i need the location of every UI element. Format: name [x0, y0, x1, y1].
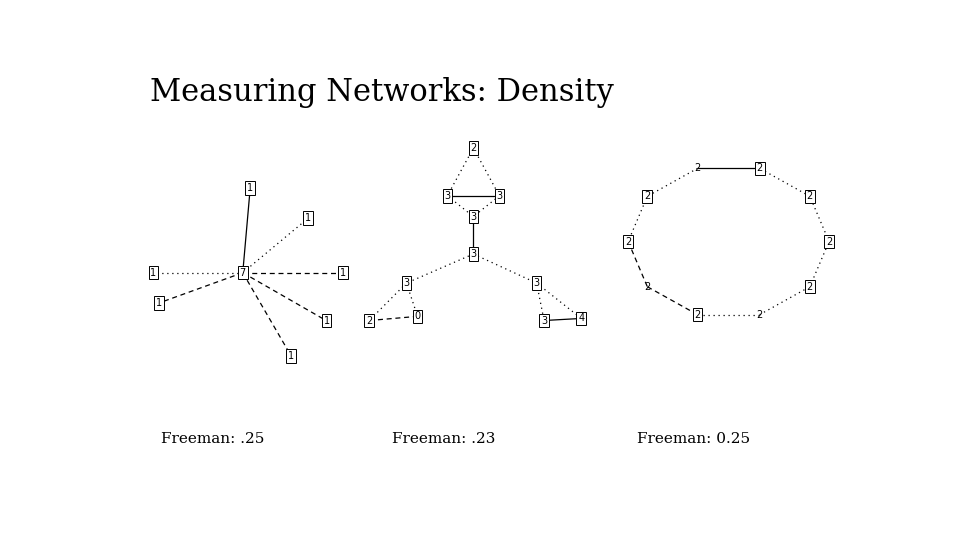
Text: 2: 2 — [826, 237, 832, 247]
Text: 3: 3 — [403, 278, 410, 288]
Text: 1: 1 — [288, 351, 294, 361]
Text: 2: 2 — [625, 237, 632, 247]
Text: Measuring Networks: Density: Measuring Networks: Density — [150, 77, 613, 109]
Text: 2: 2 — [756, 309, 763, 320]
Text: 3: 3 — [496, 191, 502, 201]
Text: 2: 2 — [644, 282, 651, 292]
Text: 2: 2 — [694, 309, 701, 320]
Text: 2: 2 — [694, 164, 701, 173]
Text: Freeman: .23: Freeman: .23 — [392, 432, 495, 446]
Text: 3: 3 — [534, 278, 540, 288]
Text: 2: 2 — [644, 191, 651, 201]
Text: 3: 3 — [541, 315, 547, 326]
Text: 2: 2 — [470, 143, 476, 153]
Text: Freeman: 0.25: Freeman: 0.25 — [637, 432, 750, 446]
Text: 0: 0 — [415, 312, 420, 321]
Text: 1: 1 — [305, 213, 311, 223]
Text: 7: 7 — [240, 268, 246, 278]
Text: 2: 2 — [806, 282, 813, 292]
Text: 3: 3 — [470, 249, 476, 259]
Text: 2: 2 — [366, 315, 372, 326]
Text: 1: 1 — [324, 316, 329, 326]
Text: 1: 1 — [151, 268, 156, 278]
Text: 1: 1 — [340, 268, 347, 278]
Text: 2: 2 — [756, 164, 763, 173]
Text: 4: 4 — [578, 313, 585, 323]
Text: 3: 3 — [470, 212, 476, 221]
Text: 2: 2 — [806, 191, 813, 201]
Text: Freeman: .25: Freeman: .25 — [161, 432, 264, 446]
Text: 3: 3 — [444, 191, 450, 201]
Text: 1: 1 — [156, 298, 162, 308]
Text: 1: 1 — [247, 183, 253, 193]
